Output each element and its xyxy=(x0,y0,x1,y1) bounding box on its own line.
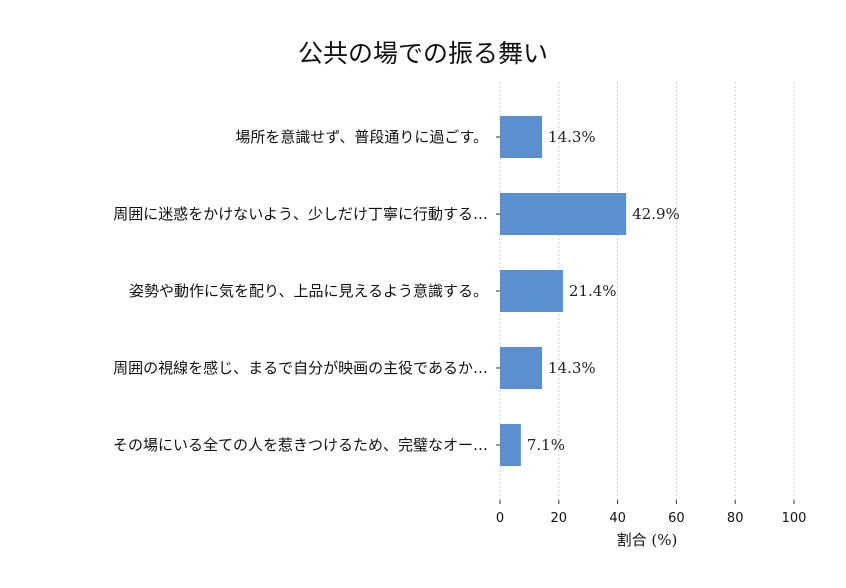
bar xyxy=(500,270,563,312)
x-axis-ticks: 0 20 40 60 80 100 xyxy=(496,136,807,526)
x-tick-label: 60 xyxy=(668,511,685,526)
data-label: 14.3% xyxy=(548,359,596,377)
bar xyxy=(500,424,521,466)
x-tick-label: 40 xyxy=(609,511,626,526)
category-label: 場所を意識せず、普段通りに過ごす。 xyxy=(235,128,488,146)
data-label: 42.9% xyxy=(632,205,680,223)
chart-title: 公共の場での振る舞い xyxy=(298,39,548,68)
data-label: 21.4% xyxy=(569,282,617,300)
bar xyxy=(500,193,627,235)
category-label: その場にいる全ての人を惹きつけるため、完璧なオー… xyxy=(113,436,488,454)
bar xyxy=(500,116,543,158)
x-tick-label: 80 xyxy=(727,511,744,526)
x-tick-label: 100 xyxy=(782,511,807,526)
data-label: 7.1% xyxy=(527,436,565,454)
bars xyxy=(500,116,627,466)
category-label: 周囲に迷惑をかけないよう、少しだけ丁寧に行動する… xyxy=(113,205,488,223)
data-labels: 14.3% 42.9% 21.4% 14.3% 7.1% xyxy=(527,128,680,454)
bar xyxy=(500,347,543,389)
data-label: 14.3% xyxy=(548,128,596,146)
x-tick-label: 20 xyxy=(551,511,568,526)
category-labels: 場所を意識せず、普段通りに過ごす。周囲に迷惑をかけないよう、少しだけ丁寧に行動す… xyxy=(113,128,488,454)
x-axis-label: 割合 (%) xyxy=(617,531,678,549)
category-label: 姿勢や動作に気を配り、上品に見えるよう意識する。 xyxy=(129,282,488,300)
x-tick-label: 0 xyxy=(496,511,504,526)
category-label: 周囲の視線を感じ、まるで自分が映画の主役であるか… xyxy=(113,359,488,377)
